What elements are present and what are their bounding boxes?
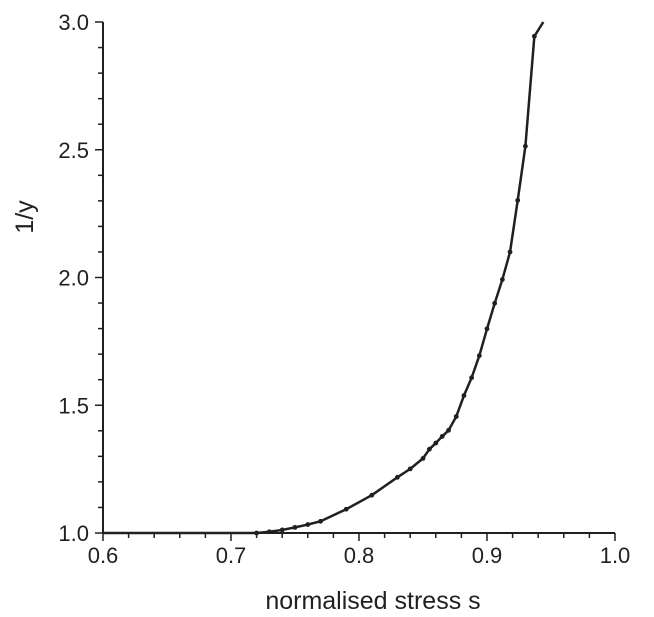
data-point <box>318 518 323 524</box>
data-point <box>267 529 272 535</box>
data-point <box>439 434 445 439</box>
data-point <box>446 427 451 433</box>
y-tick-label: 2.5 <box>58 138 89 163</box>
data-point <box>343 506 349 512</box>
data-point <box>369 492 375 498</box>
data-point <box>469 375 475 381</box>
x-tick-label: 0.8 <box>344 543 375 568</box>
data-point <box>254 530 259 536</box>
data-point <box>531 33 537 39</box>
data-point <box>395 474 400 480</box>
data-point <box>433 440 439 446</box>
plot-area <box>103 21 545 536</box>
y-tick-label: 1.0 <box>58 521 89 546</box>
data-point <box>461 393 467 398</box>
data-point <box>407 466 413 472</box>
x-axis-label: normalised stress s <box>265 587 480 615</box>
tick-labels: 0.6 0.7 0.8 0.9 1.0 1.0 1.5 2.0 2.5 3.0 <box>58 10 630 568</box>
y-tick-label: 3.0 <box>58 10 89 35</box>
x-tick-label: 0.7 <box>216 543 247 568</box>
data-point <box>523 143 528 149</box>
data-point <box>507 249 513 255</box>
x-tick-label: 0.9 <box>472 543 503 568</box>
data-point <box>292 524 298 530</box>
data-point <box>427 446 432 452</box>
y-tick-label: 1.5 <box>58 393 89 418</box>
data-point <box>476 353 482 359</box>
data-point <box>420 455 426 461</box>
x-tick-label: 0.6 <box>88 543 119 568</box>
y-tick-label: 2.0 <box>58 266 89 291</box>
data-point <box>484 326 490 332</box>
data-point <box>305 522 311 527</box>
x-tick-label: 1.0 <box>600 543 631 568</box>
ticks <box>95 21 616 541</box>
axes <box>102 22 615 534</box>
data-point <box>279 527 285 533</box>
data-point <box>515 197 521 203</box>
y-axis-label: 1/y <box>11 200 39 234</box>
data-point <box>492 300 498 306</box>
series-line <box>103 21 545 535</box>
data-point <box>453 414 459 419</box>
data-point <box>499 277 505 282</box>
